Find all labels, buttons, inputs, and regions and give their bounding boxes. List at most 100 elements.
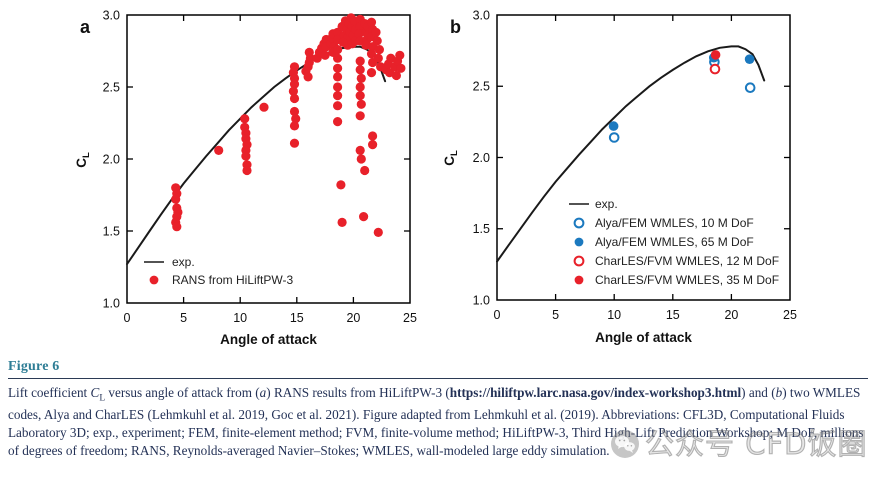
data-point xyxy=(359,212,369,222)
exp-curve xyxy=(496,45,766,263)
data-point xyxy=(368,131,378,141)
data-point xyxy=(373,53,383,63)
caption-seg: ) RANS results from HiLiftPW-3 ( xyxy=(266,385,450,400)
data-point xyxy=(333,82,343,92)
data-point xyxy=(356,73,366,83)
y-axis-title: CL xyxy=(442,150,460,166)
data-point xyxy=(744,54,755,64)
caption-panel-b-ref: b xyxy=(775,385,783,400)
legend-label: CharLES/FVM WMLES, 35 M DoF xyxy=(595,273,779,287)
data-point xyxy=(608,121,619,131)
y-tick-label: 3.0 xyxy=(103,8,120,22)
x-axis-title: Angle of attack xyxy=(220,332,317,347)
x-tick-label: 25 xyxy=(783,308,797,322)
data-point xyxy=(333,117,343,127)
x-tick-label: 15 xyxy=(290,311,304,325)
y-axis-title: CL xyxy=(74,152,92,168)
data-point xyxy=(333,72,343,82)
caption-cl-symbol: C xyxy=(90,385,100,400)
legend-marker xyxy=(574,275,584,285)
legend-label: Alya/FEM WMLES, 10 M DoF xyxy=(595,216,754,230)
legend-marker xyxy=(573,255,585,267)
data-point xyxy=(360,165,370,176)
data-point xyxy=(289,93,300,104)
data-point xyxy=(608,132,620,143)
x-axis-title: Angle of attack xyxy=(595,330,692,345)
x-tick-label: 20 xyxy=(724,308,738,322)
data-point xyxy=(288,86,298,96)
data-point xyxy=(355,65,365,75)
x-tick-label: 0 xyxy=(494,308,501,322)
data-point xyxy=(172,222,182,232)
legend-label: RANS from HiLiftPW-3 xyxy=(172,273,293,287)
data-point xyxy=(710,50,721,60)
data-point xyxy=(289,138,300,148)
caption-link[interactable]: https://hiliftpw.larc.nasa.gov/index-wor… xyxy=(449,385,742,400)
axes-box xyxy=(126,14,411,304)
legend-marker xyxy=(573,217,585,229)
data-point xyxy=(336,180,346,190)
data-point xyxy=(355,56,365,66)
y-tick-label: 1.5 xyxy=(473,222,490,236)
data-point xyxy=(320,50,330,60)
data-point xyxy=(374,45,384,55)
data-point xyxy=(366,49,377,59)
x-tick-label: 5 xyxy=(180,311,187,325)
x-tick-label: 25 xyxy=(403,311,417,325)
data-point xyxy=(709,63,721,75)
data-point xyxy=(289,121,300,131)
y-tick-label: 2.5 xyxy=(473,80,490,94)
y-tick-label: 1.5 xyxy=(103,224,120,238)
exp-curve xyxy=(126,45,387,266)
data-point xyxy=(214,145,224,155)
data-point xyxy=(241,151,251,161)
y-tick-label: 2.5 xyxy=(103,80,120,94)
data-point xyxy=(333,63,343,73)
x-tick-label: 10 xyxy=(233,311,247,325)
caption-seg: Lift coefficient xyxy=(8,385,91,400)
data-point xyxy=(372,36,382,46)
data-point xyxy=(371,27,381,37)
data-point xyxy=(355,91,365,101)
x-tick-label: 10 xyxy=(607,308,621,322)
data-point xyxy=(744,82,756,93)
data-point xyxy=(333,53,343,63)
data-point xyxy=(259,102,269,112)
chart-panel-a: a 0 5 10 15 20 25 1.0 1.5 2.0 2.5 3.0 Angle of attac… xyxy=(74,8,417,347)
x-tick-label: 20 xyxy=(346,311,360,325)
data-point xyxy=(355,82,365,92)
data-point xyxy=(289,106,300,117)
data-point xyxy=(356,99,366,109)
data-point xyxy=(289,79,300,89)
legend-label: Alya/FEM WMLES, 65 M DoF xyxy=(595,235,754,249)
data-point xyxy=(395,50,405,60)
data-point xyxy=(338,37,348,48)
figure-number-label: Figure 6 xyxy=(8,359,60,374)
panel-letter-b: b xyxy=(450,17,461,37)
data-point xyxy=(304,47,314,58)
caption-seg: ) and ( xyxy=(741,385,776,400)
data-point xyxy=(337,217,347,227)
legend-label: CharLES/FVM WMLES, 12 M DoF xyxy=(595,254,779,268)
caption-panel-a-ref: a xyxy=(259,385,267,400)
x-tick-label: 15 xyxy=(666,308,680,322)
caption-seg: ) two WMLES codes, Alya and CharLES (Leh… xyxy=(8,385,864,459)
data-point xyxy=(356,154,366,164)
data-point xyxy=(333,91,343,101)
data-point xyxy=(366,68,377,78)
caption-text: Lift coefficient CL versus angle of atta… xyxy=(8,384,868,460)
y-tick-label: 3.0 xyxy=(473,8,490,22)
figure-caption: Figure 6 Lift coefficient CL versus angl… xyxy=(0,358,876,460)
y-tick-label: 1.0 xyxy=(103,296,120,310)
data-point xyxy=(291,114,301,124)
data-point xyxy=(366,17,377,27)
figure-panels: a 0 5 10 15 20 25 1.0 1.5 2.0 2.5 3.0 Angle of attac… xyxy=(74,8,797,347)
y-tick-label: 1.0 xyxy=(473,293,490,307)
legend-marker xyxy=(149,275,159,285)
x-tick-label: 5 xyxy=(552,308,559,322)
data-point xyxy=(396,63,406,73)
data-point xyxy=(171,194,181,204)
data-point xyxy=(373,227,383,237)
data-point xyxy=(368,140,378,150)
